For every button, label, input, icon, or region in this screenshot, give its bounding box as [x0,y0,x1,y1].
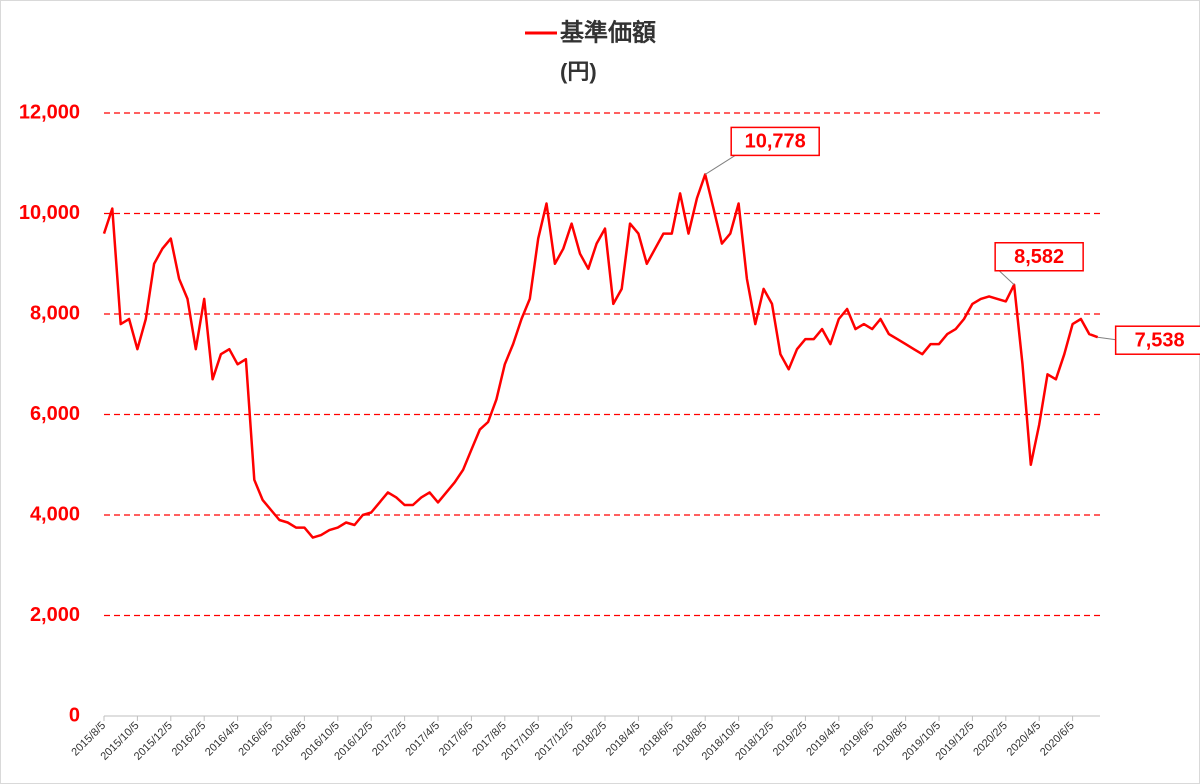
data-label: 7,538 [1135,329,1185,351]
y-tick-label: 12,000 [19,101,80,123]
data-label: 8,582 [1014,246,1064,268]
legend-label: 基準価額 [560,18,656,46]
y-tick-label: 4,000 [30,503,80,525]
label-box [994,242,1084,272]
label-box [1114,325,1200,355]
label-box [730,126,820,157]
line-series [102,173,1099,539]
label-leader [998,270,1015,286]
y-axis-label: (円) [560,59,597,84]
y-tick-label: 2,000 [30,604,80,626]
y-tick-label: 8,000 [30,302,80,324]
y-tick-label: 6,000 [30,403,80,425]
data-label: 10,778 [745,131,806,153]
y-tick-label: 10,000 [19,202,80,224]
label-leader [704,154,736,175]
y-tick-label: 0 [69,704,80,726]
